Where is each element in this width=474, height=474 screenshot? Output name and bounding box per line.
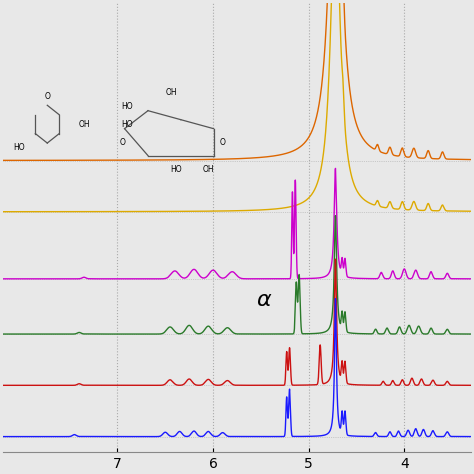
Text: OH: OH [203,164,215,173]
Text: O: O [220,137,226,146]
Text: OH: OH [165,88,177,97]
Text: HO: HO [121,102,133,111]
Text: HO: HO [13,143,25,152]
Text: HO: HO [121,119,133,128]
Text: α: α [256,291,271,310]
Text: OH: OH [79,119,91,128]
Text: HO: HO [170,164,182,173]
Text: O: O [45,92,50,101]
Text: O: O [119,137,125,146]
